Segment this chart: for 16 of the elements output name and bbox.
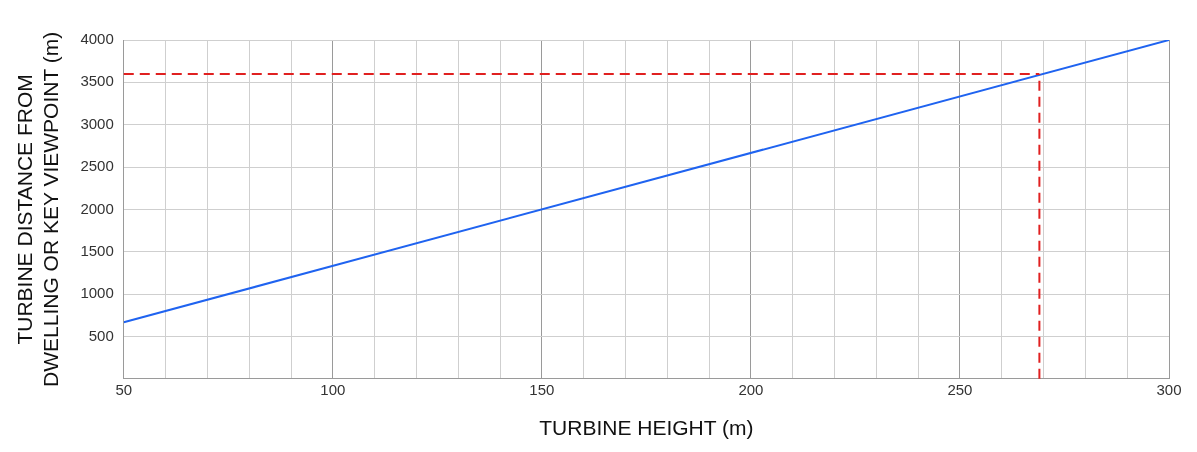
x-tick-label: 150 bbox=[529, 380, 555, 398]
x-tick-label: 300 bbox=[1156, 380, 1182, 398]
y-tick-label: 2500 bbox=[80, 157, 114, 175]
y-tick-label: 3500 bbox=[80, 72, 114, 90]
y-tick-label: 1000 bbox=[80, 284, 114, 302]
y-tick-label: 3000 bbox=[80, 114, 114, 132]
y-tick-label: 500 bbox=[88, 326, 114, 344]
y-tick-label: 1500 bbox=[80, 241, 114, 259]
x-tick-label: 100 bbox=[320, 380, 346, 398]
x-tick-label: 250 bbox=[947, 380, 973, 398]
x-axis-title: TURBINE HEIGHT (m) bbox=[539, 416, 754, 440]
x-tick-label: 50 bbox=[115, 380, 133, 398]
y-tick-label: 2000 bbox=[80, 199, 114, 217]
y-axis-title: TURBINE DISTANCE FROM DWELLING OR KEY VIEWPOINT (m) bbox=[13, 31, 62, 387]
y-tick-label: 4000 bbox=[80, 30, 114, 48]
x-tick-label: 200 bbox=[738, 380, 764, 398]
